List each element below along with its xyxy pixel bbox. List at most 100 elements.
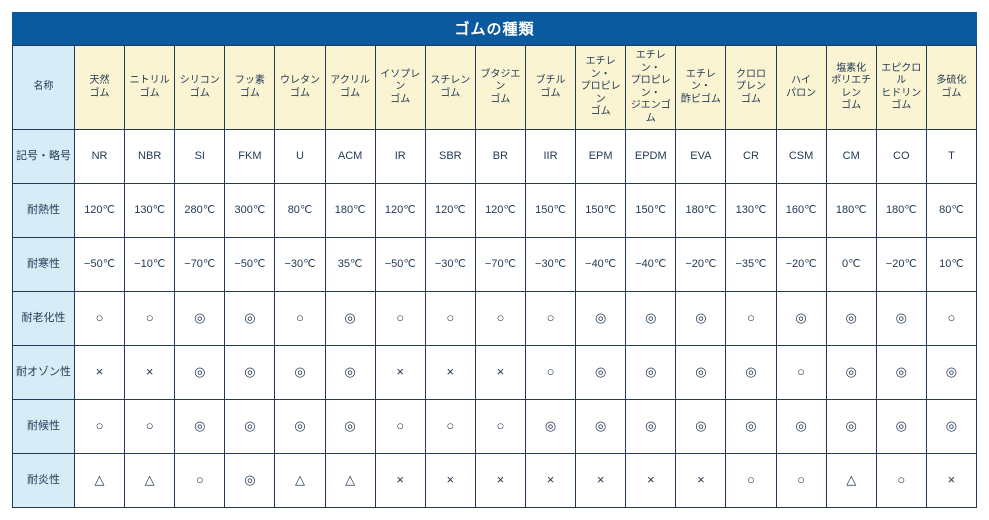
cell: EPDM — [626, 130, 676, 184]
cell: −10℃ — [125, 238, 175, 292]
column-header: 多硫化ゴム — [926, 46, 976, 130]
cell: −35℃ — [726, 238, 776, 292]
cell: −20℃ — [776, 238, 826, 292]
row-header: 耐炎性 — [13, 454, 75, 508]
cell: ○ — [776, 454, 826, 508]
cell: ◎ — [676, 346, 726, 400]
table-body: 記号・略号NRNBRSIFKMUACMIRSBRBRIIREPMEPDMEVAC… — [13, 130, 977, 508]
table-row: 耐炎性△△○◎△△×××××××○○△○× — [13, 454, 977, 508]
cell: −40℃ — [576, 238, 626, 292]
cell: −50℃ — [375, 238, 425, 292]
column-header: ウレタンゴム — [275, 46, 325, 130]
cell: ◎ — [325, 292, 375, 346]
cell: 150℃ — [576, 184, 626, 238]
cell: × — [375, 346, 425, 400]
cell: EVA — [676, 130, 726, 184]
cell: EPM — [576, 130, 626, 184]
cell: 150℃ — [626, 184, 676, 238]
cell: ◎ — [626, 346, 676, 400]
cell: ○ — [525, 346, 575, 400]
cell: ◎ — [225, 454, 275, 508]
cell: ◎ — [926, 346, 976, 400]
cell: U — [275, 130, 325, 184]
cell: ○ — [275, 292, 325, 346]
cell: ◎ — [826, 400, 876, 454]
cell: 180℃ — [676, 184, 726, 238]
cell: ◎ — [225, 292, 275, 346]
title-bar: ゴムの種類 — [12, 12, 977, 45]
cell: ACM — [325, 130, 375, 184]
cell: ◎ — [576, 346, 626, 400]
cell: 120℃ — [425, 184, 475, 238]
cell: × — [676, 454, 726, 508]
cell: ◎ — [325, 400, 375, 454]
cell: ◎ — [826, 292, 876, 346]
cell: −40℃ — [626, 238, 676, 292]
cell: ○ — [475, 292, 525, 346]
cell: × — [125, 346, 175, 400]
cell: −50℃ — [75, 238, 125, 292]
rubber-types-table: 名称 天然ゴムニトリルゴムシリコンゴムフッ素ゴムウレタンゴムアクリルゴムイソプレ… — [12, 45, 977, 508]
cell: 180℃ — [325, 184, 375, 238]
cell: IIR — [525, 130, 575, 184]
cell: −20℃ — [676, 238, 726, 292]
cell: ○ — [125, 292, 175, 346]
column-header: エチレン・プロピレン・ジエンゴム — [626, 46, 676, 130]
column-header: スチレンゴム — [425, 46, 475, 130]
cell: ○ — [926, 292, 976, 346]
column-header: エピクロルヒドリンゴム — [876, 46, 926, 130]
cell: 300℃ — [225, 184, 275, 238]
cell: × — [926, 454, 976, 508]
column-header: ニトリルゴム — [125, 46, 175, 130]
row-header: 耐老化性 — [13, 292, 75, 346]
cell: ◎ — [175, 400, 225, 454]
column-header: フッ素ゴム — [225, 46, 275, 130]
cell: ◎ — [776, 292, 826, 346]
cell: × — [626, 454, 676, 508]
cell: NBR — [125, 130, 175, 184]
cell: CO — [876, 130, 926, 184]
cell: ◎ — [225, 346, 275, 400]
cell: SI — [175, 130, 225, 184]
column-header: ブチルゴム — [525, 46, 575, 130]
cell: ◎ — [676, 292, 726, 346]
cell: 180℃ — [876, 184, 926, 238]
cell: ◎ — [726, 346, 776, 400]
cell: ◎ — [826, 346, 876, 400]
cell: △ — [125, 454, 175, 508]
cell: ◎ — [776, 400, 826, 454]
cell: ○ — [375, 292, 425, 346]
cell: △ — [325, 454, 375, 508]
cell: ◎ — [676, 400, 726, 454]
cell: ○ — [776, 346, 826, 400]
cell: −30℃ — [525, 238, 575, 292]
cell: × — [576, 454, 626, 508]
table-row: 耐候性○○◎◎◎◎○○○◎◎◎◎◎◎◎◎◎ — [13, 400, 977, 454]
column-header: アクリルゴム — [325, 46, 375, 130]
cell: FKM — [225, 130, 275, 184]
table-row: 耐熱性120℃130℃280℃300℃80℃180℃120℃120℃120℃15… — [13, 184, 977, 238]
row-header: 耐寒性 — [13, 238, 75, 292]
cell: 180℃ — [826, 184, 876, 238]
column-header: 天然ゴム — [75, 46, 125, 130]
cell: −70℃ — [475, 238, 525, 292]
cell: 35℃ — [325, 238, 375, 292]
cell: ◎ — [175, 346, 225, 400]
cell: 10℃ — [926, 238, 976, 292]
cell: ○ — [726, 454, 776, 508]
column-header: ハイパロン — [776, 46, 826, 130]
cell: −50℃ — [225, 238, 275, 292]
cell: ○ — [425, 400, 475, 454]
cell: SBR — [425, 130, 475, 184]
cell: × — [375, 454, 425, 508]
cell: ○ — [475, 400, 525, 454]
cell: ○ — [726, 292, 776, 346]
cell: 280℃ — [175, 184, 225, 238]
cell: ◎ — [626, 400, 676, 454]
cell: ◎ — [626, 292, 676, 346]
cell: ◎ — [576, 292, 626, 346]
cell: ◎ — [876, 400, 926, 454]
row-header: 耐候性 — [13, 400, 75, 454]
cell: ○ — [876, 454, 926, 508]
cell: 120℃ — [375, 184, 425, 238]
